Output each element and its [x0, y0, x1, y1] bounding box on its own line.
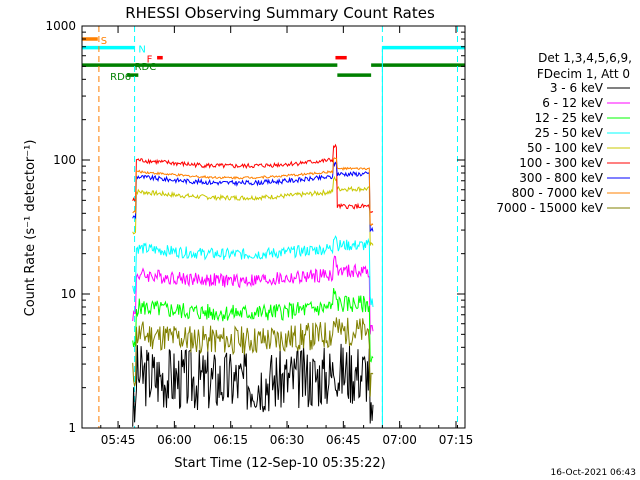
y-tick-label-3: 1000 — [45, 19, 76, 33]
x-tick-label-2: 06:15 — [213, 433, 248, 447]
legend-label-8: 7000 - 15000 keV — [496, 201, 603, 215]
x-tick-label-4: 06:45 — [326, 433, 361, 447]
plot-background — [82, 26, 465, 428]
axes-frame — [81, 25, 466, 429]
series-line-4 — [132, 175, 374, 246]
legend-header-2: FDecim 1, Att 0 — [537, 67, 630, 81]
y-axis-label: Count Rate (s⁻¹ detector⁻¹) — [23, 140, 38, 317]
legend-label-6: 300 - 800 keV — [519, 171, 603, 185]
legend-label-5: 100 - 300 keV — [519, 156, 603, 170]
series-line-8 — [132, 317, 374, 397]
legend-label-4: 50 - 100 keV — [527, 141, 604, 155]
y-tick-label-1: 10 — [61, 287, 76, 301]
flag-label-2: F — [147, 55, 153, 66]
legend: Det 1,3,4,5,6,9, FDecim 1, Att 0 3 - 6 k… — [496, 51, 632, 215]
x-tick-label-3: 06:30 — [270, 433, 305, 447]
flag-label-3: RDC — [135, 62, 157, 73]
x-tick-label-6: 07:15 — [439, 433, 474, 447]
legend-label-3: 25 - 50 keV — [535, 126, 604, 140]
legend-header-1: Det 1,3,4,5,6,9, — [538, 51, 632, 65]
x-axis-label: Start Time (12-Sep-10 05:35:22) — [174, 456, 385, 471]
flag-label-4: RD6 — [110, 72, 131, 83]
series-line-7 — [132, 157, 374, 227]
series-line-3 — [132, 235, 374, 308]
series-layer — [132, 143, 374, 427]
y-tick-label-2: 100 — [53, 153, 76, 167]
chart-title: RHESSI Observing Summary Count Rates — [125, 4, 435, 22]
series-line-2 — [132, 288, 374, 363]
legend-label-2: 12 - 25 keV — [535, 111, 604, 125]
legend-label-7: 800 - 7000 keV — [512, 186, 604, 200]
x-tick-label-1: 06:00 — [157, 433, 192, 447]
series-line-1 — [132, 255, 374, 335]
footer-date: 16-Oct-2021 06:43 — [551, 468, 636, 478]
x-tick-label-0: 05:45 — [101, 433, 136, 447]
flag-label-0: S — [101, 36, 107, 47]
legend-label-1: 6 - 12 keV — [542, 96, 604, 110]
series-line-0 — [132, 343, 374, 427]
series-line-5 — [132, 143, 374, 214]
flag-label-1: N — [138, 45, 145, 56]
axes: 05:45 06:00 06:15 06:30 06:45 07:00 07:15 1 10 10… — [45, 19, 473, 447]
plot-area — [82, 26, 465, 428]
legend-label-0: 3 - 6 keV — [550, 81, 604, 95]
x-tick-label-5: 07:00 — [382, 433, 417, 447]
y-tick-label-0: 1 — [68, 421, 76, 435]
